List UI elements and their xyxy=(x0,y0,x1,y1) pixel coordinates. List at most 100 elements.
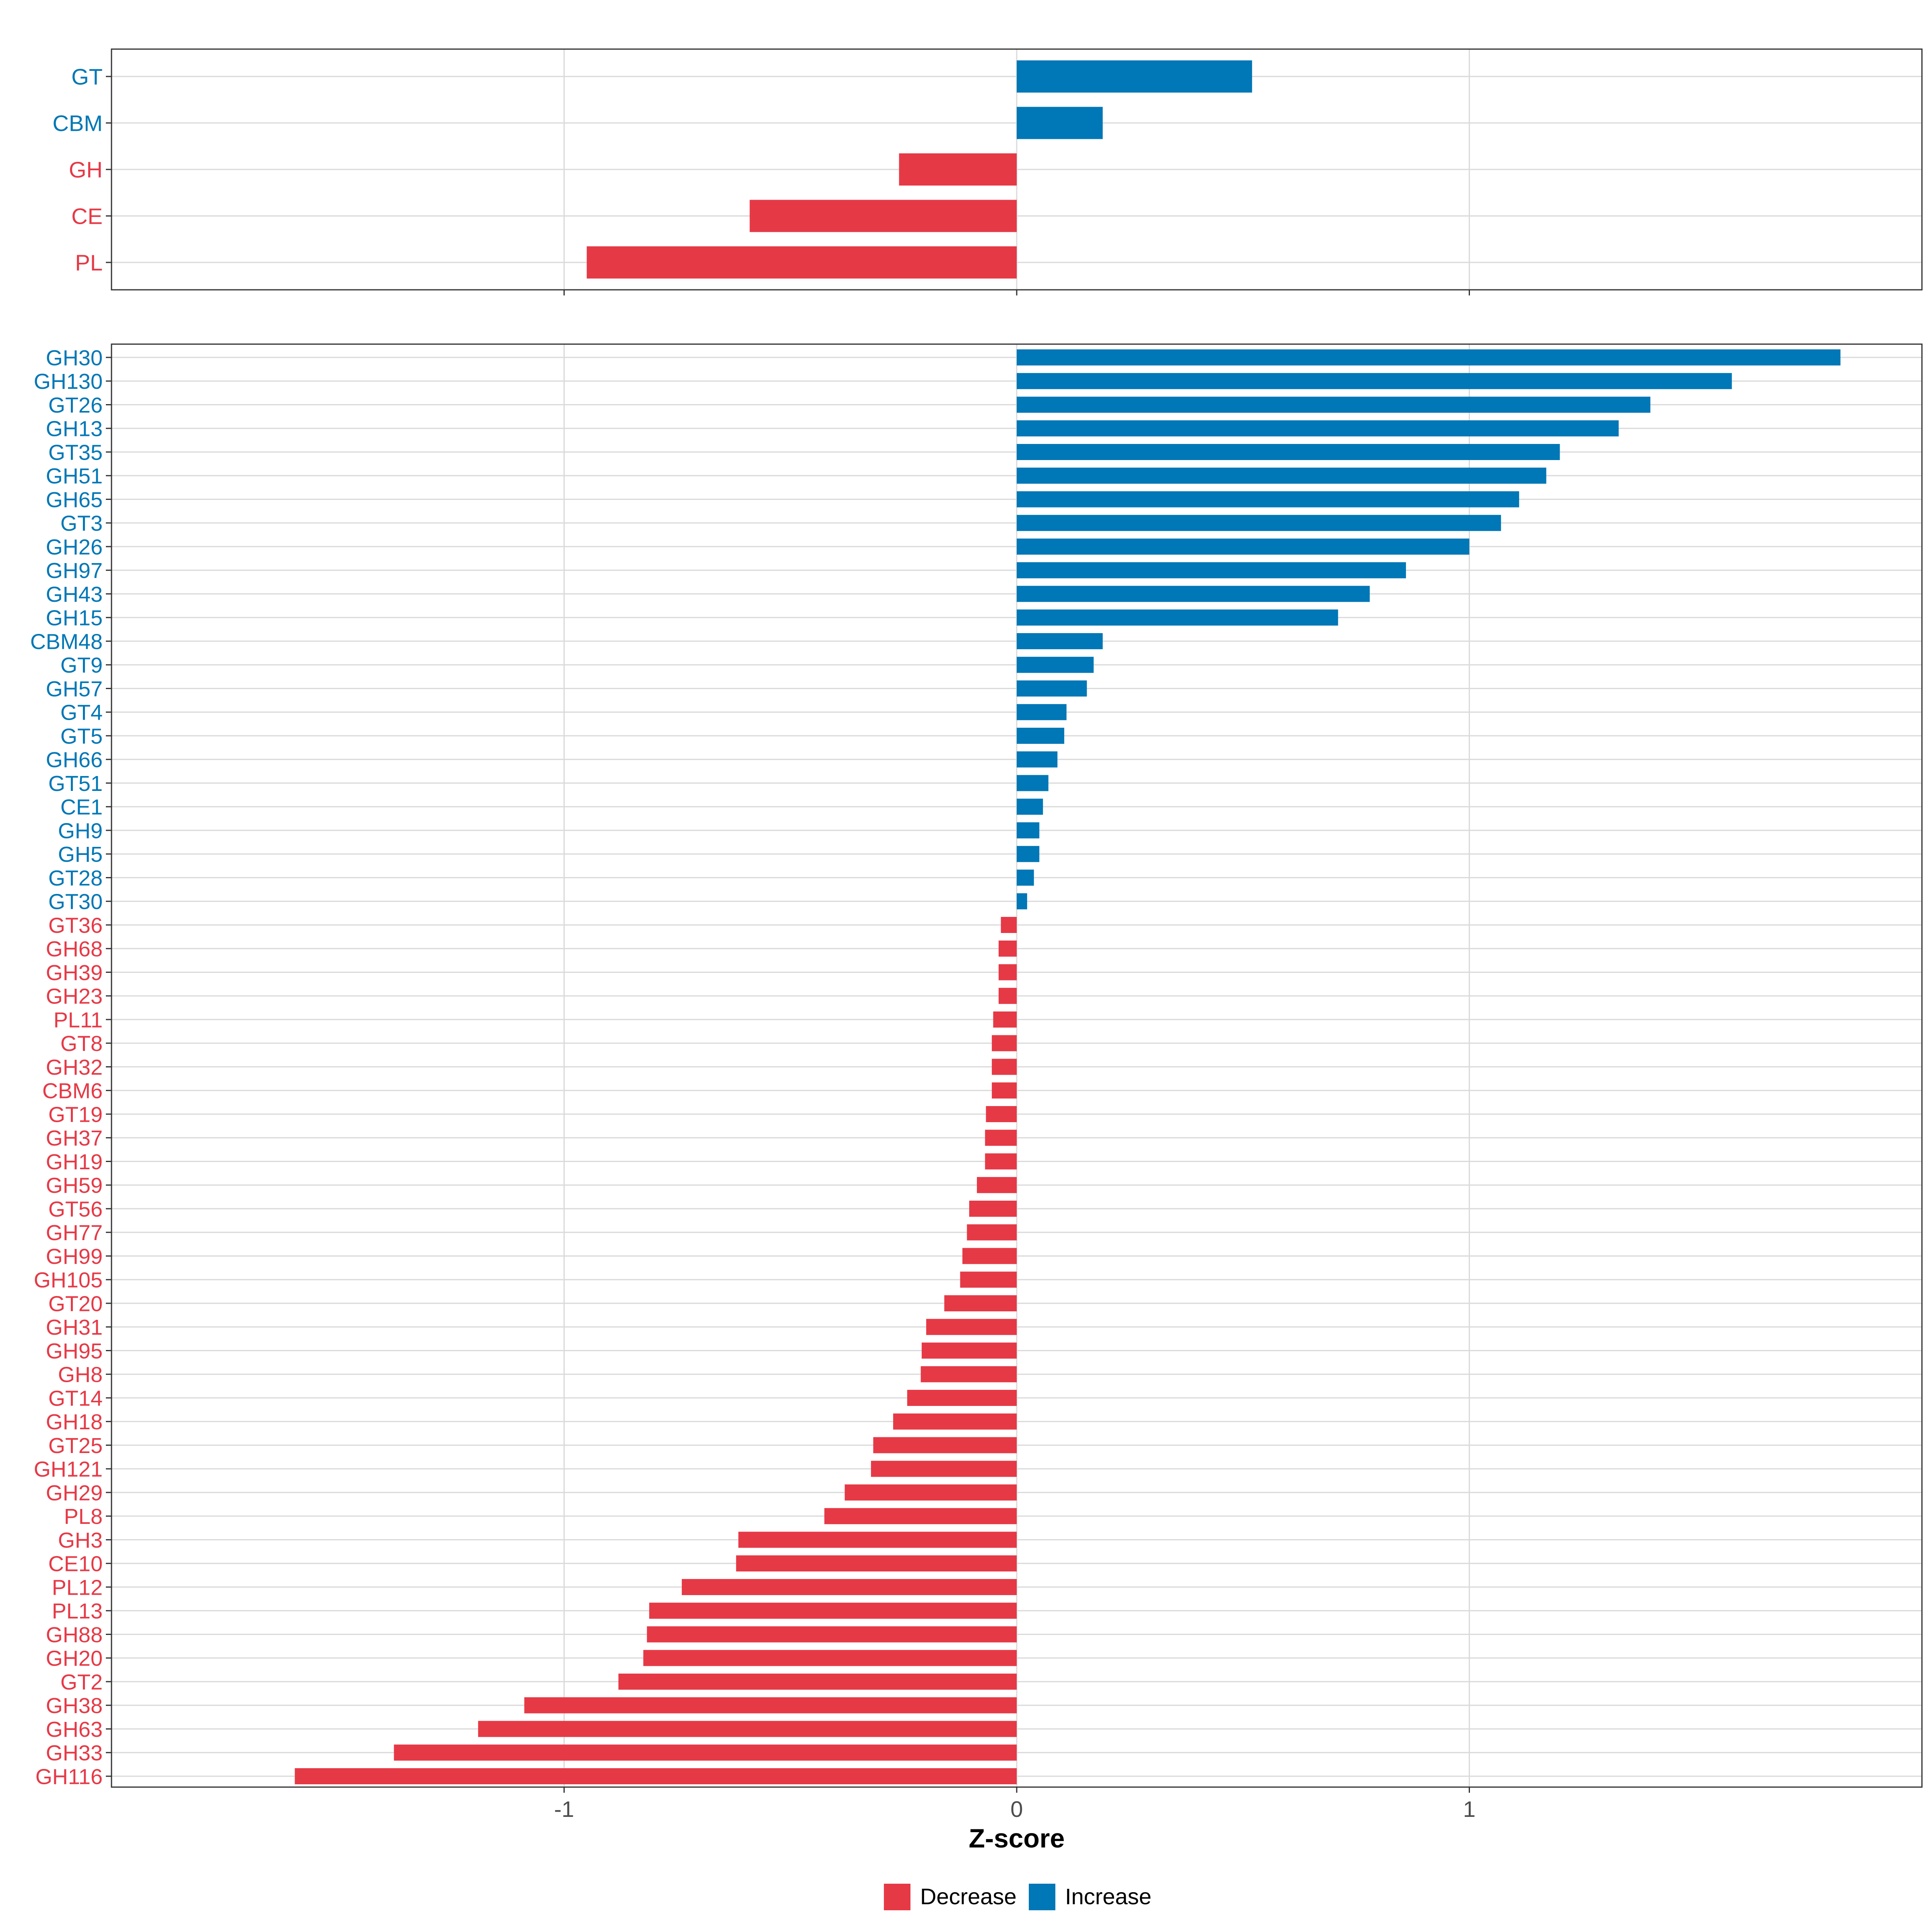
bar-gt36 xyxy=(1001,917,1017,933)
bar-gh59 xyxy=(977,1177,1017,1193)
category-label-gh99: GH99 xyxy=(46,1245,103,1269)
category-label-gh31: GH31 xyxy=(46,1315,103,1340)
category-label-gt: GT xyxy=(71,64,103,89)
category-label-gh9: GH9 xyxy=(58,819,103,843)
category-label-gh26: GH26 xyxy=(46,535,103,559)
category-label-gt4: GT4 xyxy=(60,701,103,725)
category-label-pl11: PL11 xyxy=(54,1008,103,1032)
category-label-gh39: GH39 xyxy=(46,961,103,985)
bar-gh19 xyxy=(985,1153,1017,1170)
bar-gt28 xyxy=(1017,869,1034,886)
category-label-gh95: GH95 xyxy=(46,1339,103,1363)
bar-gh38 xyxy=(524,1697,1017,1713)
bar-gh3 xyxy=(738,1532,1017,1548)
bar-gh95 xyxy=(921,1342,1017,1359)
category-label-gt56: GT56 xyxy=(48,1197,103,1221)
bar-gh xyxy=(899,153,1017,186)
bar-gh68 xyxy=(999,940,1017,957)
bottom-panel: GH30GH130GT26GH13GT35GH51GH65GT3GH26GH97… xyxy=(30,343,1923,1822)
category-label-gh43: GH43 xyxy=(46,582,103,607)
bar-gt xyxy=(1017,60,1252,93)
bar-gt30 xyxy=(1017,893,1027,910)
bar-gt5 xyxy=(1017,728,1065,744)
category-label-cbm6: CBM6 xyxy=(42,1079,103,1103)
category-label-ce1: CE1 xyxy=(60,795,103,819)
bar-ce xyxy=(749,200,1017,232)
bar-gh57 xyxy=(1017,680,1087,697)
bar-gh88 xyxy=(647,1626,1017,1643)
bar-gh5 xyxy=(1017,846,1040,862)
category-label-gh20: GH20 xyxy=(46,1647,103,1671)
bar-gh30 xyxy=(1017,349,1841,365)
bar-gt35 xyxy=(1017,444,1560,460)
bar-ce1 xyxy=(1017,799,1043,815)
bar-gh121 xyxy=(871,1461,1017,1477)
category-label-gt36: GT36 xyxy=(48,913,103,937)
category-label-gh66: GH66 xyxy=(46,748,103,772)
top-panel: GT CBM GH CE PL xyxy=(53,48,1923,295)
category-label-ce10: CE10 xyxy=(48,1552,103,1576)
bar-gh33 xyxy=(394,1744,1017,1761)
category-label-gh63: GH63 xyxy=(46,1717,103,1742)
category-label-cbm: CBM xyxy=(53,111,103,136)
legend-label-decrease: Decrease xyxy=(920,1884,1017,1909)
category-label-pl8: PL8 xyxy=(64,1505,103,1529)
category-label-gh97: GH97 xyxy=(46,559,103,583)
category-label-gh15: GH15 xyxy=(46,606,103,630)
bar-pl11 xyxy=(993,1011,1017,1028)
category-label-gh68: GH68 xyxy=(46,937,103,961)
category-label-gt3: GT3 xyxy=(60,512,103,536)
legend-swatch-decrease xyxy=(884,1884,910,1910)
bar-gh26 xyxy=(1017,539,1470,555)
x-tick-label: 1 xyxy=(1463,1796,1476,1822)
category-label-gh18: GH18 xyxy=(46,1410,103,1434)
bar-gh63 xyxy=(478,1721,1017,1737)
category-label-gt28: GT28 xyxy=(48,866,103,890)
category-label-gh59: GH59 xyxy=(46,1174,103,1198)
bar-gt9 xyxy=(1017,656,1094,673)
bar-gh29 xyxy=(844,1484,1017,1501)
bar-gt20 xyxy=(944,1295,1017,1311)
category-label-gt51: GT51 xyxy=(48,772,103,796)
category-label-gh57: GH57 xyxy=(46,677,103,701)
bar-cbm48 xyxy=(1017,633,1103,649)
category-label-gt14: GT14 xyxy=(48,1386,103,1410)
category-label-gt19: GT19 xyxy=(48,1102,103,1127)
category-label-gt25: GT25 xyxy=(48,1434,103,1458)
bar-gh20 xyxy=(643,1650,1017,1666)
bar-gt3 xyxy=(1017,515,1501,531)
bar-gh32 xyxy=(992,1059,1017,1075)
category-label-gh116: GH116 xyxy=(35,1765,103,1789)
bar-cbm xyxy=(1017,107,1103,139)
category-label-gh33: GH33 xyxy=(46,1741,103,1765)
bar-gh31 xyxy=(926,1319,1017,1335)
category-label-cbm48: CBM48 xyxy=(30,630,103,654)
category-label-gh30: GH30 xyxy=(46,346,103,370)
bar-gh65 xyxy=(1017,491,1519,508)
bar-pl xyxy=(586,246,1017,279)
bar-gh8 xyxy=(921,1366,1017,1383)
category-label-gt20: GT20 xyxy=(48,1292,103,1316)
x-tick-label: 0 xyxy=(1010,1796,1023,1822)
category-label-gh: GH xyxy=(69,157,103,182)
bar-gh18 xyxy=(893,1413,1017,1430)
category-label-gh65: GH65 xyxy=(46,488,103,512)
category-label-gt26: GT26 xyxy=(48,393,103,417)
category-label-gh130: GH130 xyxy=(34,369,103,394)
category-label-gh5: GH5 xyxy=(58,842,103,867)
category-label-ce: CE xyxy=(71,204,103,229)
bar-gt2 xyxy=(618,1674,1017,1690)
bar-gh51 xyxy=(1017,467,1546,484)
bar-gh43 xyxy=(1017,586,1370,602)
bar-pl8 xyxy=(824,1508,1017,1524)
bar-ce10 xyxy=(736,1555,1017,1572)
category-label-gt35: GT35 xyxy=(48,440,103,464)
category-label-pl: PL xyxy=(75,250,103,275)
legend: Decrease Increase xyxy=(884,1884,1152,1910)
category-label-gh88: GH88 xyxy=(46,1623,103,1647)
bar-gt14 xyxy=(907,1390,1017,1406)
bar-gh9 xyxy=(1017,822,1040,838)
category-label-gh38: GH38 xyxy=(46,1694,103,1718)
bar-gh116 xyxy=(295,1768,1017,1784)
bar-gt8 xyxy=(992,1035,1017,1051)
